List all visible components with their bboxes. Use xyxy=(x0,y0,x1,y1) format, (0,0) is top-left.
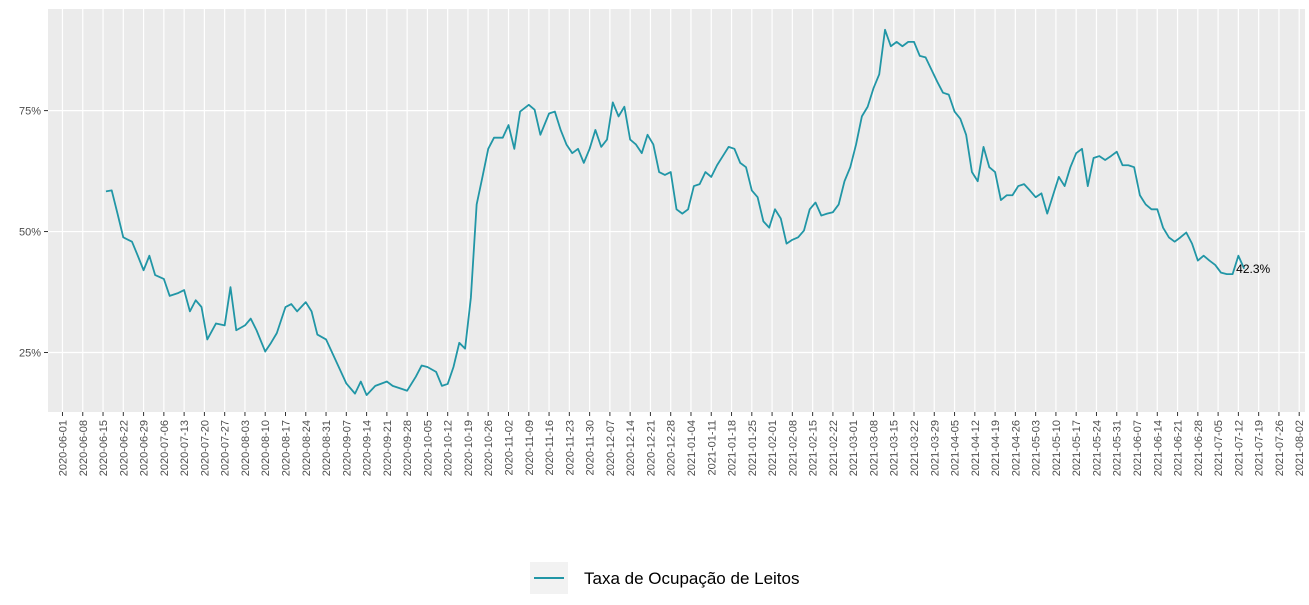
x-tick-label: 2020-09-21 xyxy=(382,420,394,476)
x-tick-label: 2020-07-06 xyxy=(159,420,171,476)
x-tick-label: 2021-04-19 xyxy=(990,420,1002,476)
x-tick-label: 2020-10-26 xyxy=(483,420,495,476)
annotation: 42.3% xyxy=(1236,262,1270,276)
x-tick-label: 2020-12-14 xyxy=(625,420,637,476)
x-tick-label: 2020-06-08 xyxy=(78,420,90,476)
x-tick-label: 2020-08-31 xyxy=(321,420,333,476)
x-tick-label: 2020-07-20 xyxy=(199,420,211,476)
x-tick-label: 2020-11-02 xyxy=(504,420,516,475)
legend: Taxa de Ocupação de Leitos xyxy=(530,562,799,594)
x-tick-label: 2021-08-02 xyxy=(1294,420,1306,476)
y-tick-label: 75% xyxy=(19,106,41,118)
x-tick-label: 2020-08-17 xyxy=(280,420,292,476)
x-tick-label: 2020-06-29 xyxy=(139,420,151,476)
x-tick-label: 2021-03-08 xyxy=(868,420,880,476)
x-tick-label: 2020-11-30 xyxy=(585,420,597,475)
x-tick-label: 2021-03-22 xyxy=(909,420,921,476)
x-tick-label: 2020-10-19 xyxy=(463,420,475,476)
x-tick-label: 2021-02-22 xyxy=(828,420,840,476)
x-tick-label: 2021-02-01 xyxy=(767,420,779,476)
x-tick-label: 2020-07-13 xyxy=(179,420,191,476)
y-tick-label: 50% xyxy=(19,227,41,239)
x-tick-label: 2020-12-28 xyxy=(666,420,678,476)
x-tick-label: 2021-07-26 xyxy=(1274,420,1286,476)
x-tick-label: 2020-11-09 xyxy=(524,420,536,475)
x-tick-label: 2021-06-14 xyxy=(1152,420,1164,476)
y-tick-label: 25% xyxy=(19,347,41,359)
x-tick-label: 2020-10-12 xyxy=(443,420,455,476)
legend-label: Taxa de Ocupação de Leitos xyxy=(584,569,799,588)
x-tick-label: 2020-10-05 xyxy=(422,420,434,476)
x-tick-label: 2021-06-07 xyxy=(1132,420,1144,476)
x-tick-label: 2020-09-07 xyxy=(341,420,353,476)
x-tick-label: 2021-02-15 xyxy=(808,420,820,476)
x-tick-label: 2020-06-15 xyxy=(98,420,110,476)
x-tick-label: 2020-09-28 xyxy=(402,420,414,476)
x-tick-label: 2021-04-05 xyxy=(950,420,962,476)
x-tick-label: 2021-04-12 xyxy=(970,420,982,476)
x-tick-label: 2020-11-16 xyxy=(544,420,556,475)
x-tick-label: 2021-06-21 xyxy=(1173,420,1185,476)
x-tick-label: 2021-06-28 xyxy=(1193,420,1205,476)
x-tick-label: 2020-12-21 xyxy=(645,420,657,476)
x-tick-label: 2021-03-01 xyxy=(848,420,860,476)
x-tick-label: 2020-08-03 xyxy=(240,420,252,476)
x-tick-label: 2020-07-27 xyxy=(220,420,232,476)
x-tick-label: 2020-06-01 xyxy=(57,420,69,476)
x-tick-label: 2021-02-08 xyxy=(787,420,799,476)
x-tick-label: 2021-05-17 xyxy=(1071,420,1083,476)
x-tick-label: 2020-06-22 xyxy=(118,420,130,476)
x-tick-label: 2021-03-29 xyxy=(929,420,941,476)
line xyxy=(105,28,1246,396)
panel xyxy=(48,9,1305,412)
x-tick-label: 2021-07-19 xyxy=(1254,420,1266,476)
x-tick-label: 2021-07-05 xyxy=(1213,420,1225,476)
x-tick-label: 2021-04-26 xyxy=(1010,420,1022,476)
x-tick-label: 2021-05-31 xyxy=(1112,420,1124,476)
x-tick-label: 2020-12-07 xyxy=(605,420,617,476)
x-tick-label: 2021-01-25 xyxy=(747,420,759,476)
x-tick-label: 2020-11-23 xyxy=(564,420,576,475)
x-tick-label: 2021-03-15 xyxy=(889,420,901,476)
x-tick-label: 2021-01-18 xyxy=(727,420,739,476)
x-tick-label: 2021-05-10 xyxy=(1051,420,1063,476)
x-tick-label: 2020-09-14 xyxy=(362,420,374,476)
x-tick-label: 2020-08-10 xyxy=(260,420,272,476)
x-tick-label: 2021-05-03 xyxy=(1031,420,1043,476)
x-tick-label: 2021-01-04 xyxy=(686,420,698,476)
x-tick-label: 2021-07-12 xyxy=(1233,420,1245,476)
x-tick-label: 2020-08-24 xyxy=(301,420,313,476)
x-tick-label: 2021-01-11 xyxy=(706,420,718,475)
x-tick-label: 2021-05-24 xyxy=(1091,420,1103,476)
